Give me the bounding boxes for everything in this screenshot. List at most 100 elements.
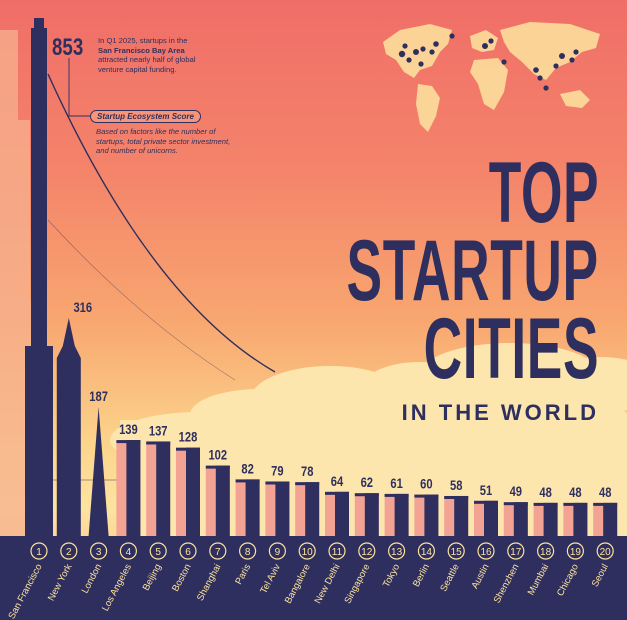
- value-label-beijing: 137: [149, 423, 168, 438]
- rank-badge-shenzhen: 17: [507, 542, 525, 560]
- rank-badge-singapore: 12: [358, 542, 376, 560]
- title-line-2: STARTUP: [346, 223, 599, 319]
- rank-badge-san-francisco: 1: [30, 542, 48, 560]
- map-city-markers: [398, 33, 579, 91]
- score-desc-line1: Based on factors like the number of: [96, 127, 216, 136]
- building-shanghai: [205, 465, 230, 536]
- building-beijing: [146, 441, 171, 536]
- rank-badge-seoul: 20: [596, 542, 614, 560]
- value-label-austin: 51: [480, 483, 492, 498]
- score-label: Startup Ecosystem Score: [90, 110, 201, 123]
- rank-number: 20: [600, 547, 612, 558]
- rank-number: 9: [275, 547, 281, 558]
- value-label-singapore: 62: [361, 475, 373, 490]
- annotation-leader: [68, 58, 90, 117]
- value-label-chicago: 48: [569, 485, 581, 500]
- funding-note: In Q1 2025, startups in the San Francisc…: [98, 36, 228, 74]
- value-label-new-york: 316: [73, 300, 92, 315]
- funding-note-highlight: San Francisco Bay Area: [98, 45, 185, 55]
- rank-number: 10: [302, 547, 314, 558]
- value-label-los-angeles: 139: [119, 422, 138, 437]
- value-label-seattle: 58: [450, 478, 462, 493]
- value-label-paris: 82: [241, 461, 253, 476]
- score-description: Based on factors like the number of star…: [96, 127, 246, 156]
- rank-number: 14: [421, 547, 433, 558]
- rank-badge-austin: 16: [477, 542, 495, 560]
- score-desc-line3: and number of unicorns.: [96, 146, 178, 156]
- rank-badge-new-york: 2: [60, 542, 78, 560]
- top-value-label: 853: [52, 34, 84, 61]
- rank-badge-new-delhi: 11: [328, 542, 346, 560]
- building-los-angeles: [116, 440, 141, 536]
- rank-number: 5: [155, 547, 161, 558]
- rank-badge-chicago: 19: [566, 542, 585, 560]
- value-label-shanghai: 102: [208, 447, 227, 462]
- building-bangalore: [295, 482, 320, 536]
- rank-number: 6: [185, 547, 191, 558]
- rank-number: 13: [391, 547, 403, 558]
- rank-badge-paris: 8: [239, 542, 257, 560]
- value-label-mumbai: 48: [539, 485, 551, 500]
- rank-number: 8: [245, 547, 251, 558]
- rank-badge-bangalore: 10: [298, 542, 316, 560]
- rank-badge-mumbai: 18: [536, 542, 555, 560]
- building-tel-aviv: [265, 481, 290, 536]
- rank-badge-tel-aviv: 9: [268, 542, 286, 560]
- value-label-seoul: 48: [599, 485, 611, 500]
- value-label-bangalore: 78: [301, 464, 313, 479]
- title-line-1: TOP: [488, 145, 599, 241]
- rank-number: 19: [570, 547, 582, 558]
- building-seattle: [444, 495, 469, 536]
- rank-badge-london: 3: [89, 542, 108, 560]
- building-new-delhi: [325, 491, 349, 536]
- building-boston: [176, 447, 200, 536]
- rank-badge-los-angeles: 4: [119, 542, 137, 560]
- building-berlin: [414, 494, 439, 536]
- value-label-tel-aviv: 79: [271, 463, 283, 478]
- rank-number: 16: [480, 547, 492, 558]
- funding-note-part3: venture capital funding.: [98, 64, 177, 74]
- building-austin: [474, 500, 498, 536]
- value-label-london: 187: [89, 389, 108, 404]
- value-label-tokyo: 61: [390, 476, 402, 491]
- value-label-new-delhi: 64: [331, 474, 343, 489]
- funding-note-part1: In Q1 2025, startups in the: [98, 36, 188, 45]
- rank-badge-beijing: 5: [149, 542, 167, 560]
- funding-note-part2: attracted nearly half of global: [98, 55, 196, 65]
- rank-number: 1: [36, 547, 42, 558]
- rank-badge-shanghai: 7: [209, 542, 227, 560]
- rank-number: 12: [361, 547, 373, 558]
- rank-number: 3: [96, 547, 102, 558]
- building-new-york: [56, 317, 81, 536]
- rank-badge-tokyo: 13: [388, 542, 406, 560]
- score-desc-line2: startups, total private sector investmen…: [96, 136, 231, 146]
- rank-number: 17: [510, 547, 522, 558]
- rank-number: 11: [332, 547, 343, 558]
- rank-number: 2: [66, 547, 72, 558]
- building-paris: [235, 479, 260, 536]
- rank-badge-boston: 6: [179, 542, 197, 560]
- subtitle: IN THE WORLD: [401, 400, 599, 425]
- rank-badge-seattle: 15: [447, 542, 465, 560]
- value-label-berlin: 60: [420, 476, 432, 491]
- value-label-shenzhen: 49: [510, 484, 522, 499]
- rank-number: 4: [126, 547, 132, 558]
- building-chicago: [563, 502, 588, 536]
- building-tokyo: [384, 493, 409, 536]
- building-mumbai: [533, 502, 558, 536]
- building-seoul: [593, 502, 618, 536]
- world-map-icon: [383, 22, 600, 132]
- building-shenzhen: [503, 502, 528, 536]
- value-label-boston: 128: [179, 430, 198, 445]
- clouds: [110, 343, 627, 540]
- building-san-francisco: [25, 18, 53, 536]
- title-line-3: CITIES: [423, 301, 599, 397]
- building-singapore: [354, 493, 379, 536]
- building-london: [88, 406, 109, 536]
- ground-band: [0, 536, 627, 620]
- rank-badge-berlin: 14: [417, 542, 435, 560]
- rank-number: 18: [540, 547, 552, 558]
- rank-number: 7: [215, 547, 221, 558]
